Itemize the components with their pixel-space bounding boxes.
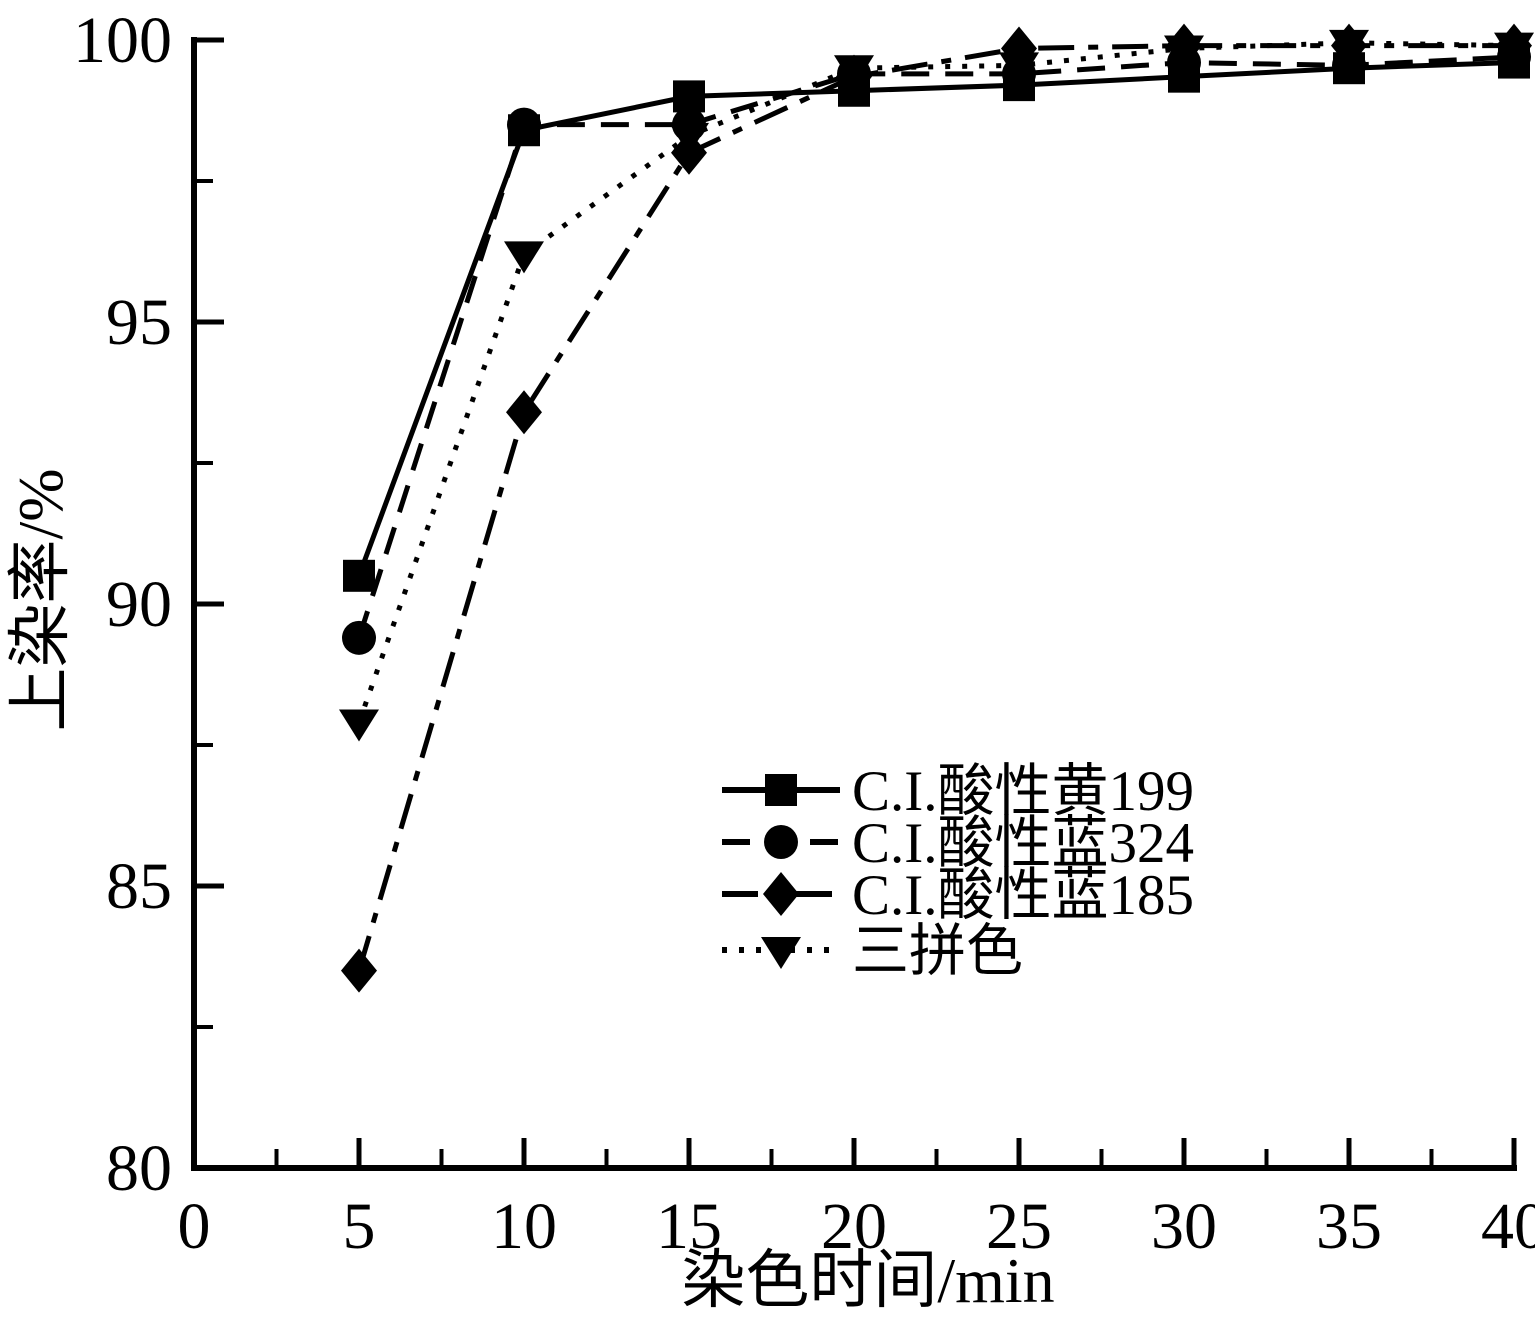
legend-marker: [763, 872, 799, 916]
data-point-marker: [506, 390, 542, 435]
y-tick-label: 80: [106, 1132, 172, 1205]
legend-item: 三拼色: [722, 920, 1023, 983]
x-tick-label: 30: [1151, 1190, 1217, 1263]
data-point-marker: [669, 122, 709, 155]
legend-label: C.I.酸性蓝324: [852, 812, 1194, 875]
data-point-marker: [341, 948, 377, 993]
x-tick-label: 25: [986, 1190, 1052, 1263]
data-point-marker: [342, 620, 376, 655]
data-point-marker: [1164, 35, 1204, 68]
x-tick-label: 35: [1316, 1190, 1382, 1263]
data-point-marker: [507, 107, 541, 142]
legend-item: C.I.酸性蓝185: [722, 864, 1194, 927]
series-circle: [342, 39, 1531, 655]
x-tick-label: 20: [821, 1190, 887, 1263]
y-tick-label: 90: [106, 568, 172, 641]
y-tick-label: 95: [106, 286, 172, 359]
legend-item: C.I.酸性黄199: [722, 760, 1194, 823]
axes: 80 85 90 95 100 0 5 10 15 20 25 30 35 40: [73, 4, 1535, 1263]
x-axis-title: 染色时间/min: [681, 1245, 1054, 1316]
legend-marker: [764, 825, 798, 859]
legend-label: 三拼色: [852, 920, 1023, 983]
x-tick-label: 10: [491, 1190, 557, 1263]
x-tick-label: 40: [1481, 1190, 1535, 1263]
series-line-0: [356, 60, 1515, 577]
y-tick-label: 85: [106, 850, 172, 923]
x-tick-label: 5: [343, 1190, 376, 1263]
data-point-marker: [1329, 29, 1369, 62]
legend-item: C.I.酸性蓝324: [722, 812, 1194, 875]
series-triangle-down: [339, 29, 1534, 742]
x-tick-label: 0: [178, 1190, 211, 1263]
data-point-marker: [339, 709, 379, 742]
data-point-marker: [673, 80, 705, 113]
legend-label: C.I.酸性蓝185: [852, 864, 1194, 927]
y-axis-title: 上染率/%: [5, 468, 76, 731]
data-point-marker: [1494, 32, 1534, 65]
data-point-marker: [834, 55, 874, 88]
series-line-1: [356, 54, 1515, 639]
data-point-marker: [999, 52, 1039, 85]
x-tick-label: 15: [656, 1190, 722, 1263]
y-tick-label: 100: [73, 4, 172, 77]
legend-marker: [761, 937, 801, 969]
legend-marker: [765, 774, 797, 806]
series-line-3: [356, 40, 1515, 724]
data-point-marker: [504, 241, 544, 274]
legend-label: C.I.酸性黄199: [852, 760, 1194, 823]
data-point-marker: [343, 559, 375, 592]
